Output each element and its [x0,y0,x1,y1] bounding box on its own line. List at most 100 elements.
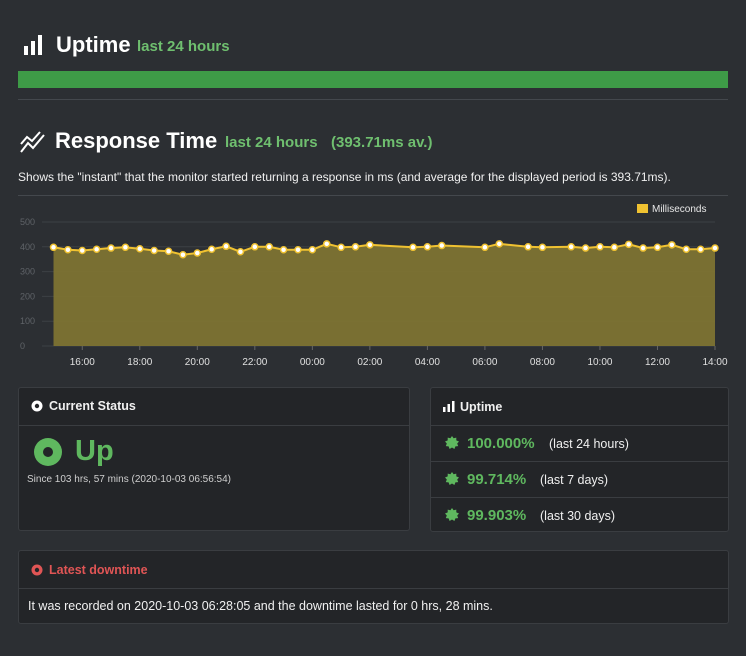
data-point [682,245,690,254]
uptime-row: 99.903% (last 30 days) [431,497,728,533]
data-point [653,243,662,252]
latest-downtime-text: It was recorded on 2020-10-03 06:28:05 a… [28,599,493,613]
x-tick-label: 18:00 [127,357,152,368]
uptime-period-label: (last 24 hours) [549,437,629,451]
data-point [624,240,633,249]
latest-downtime-title: Latest downtime [49,563,148,577]
data-point [179,250,187,259]
data-point [337,243,345,252]
uptime-card-title: Uptime [460,400,503,414]
data-point [136,245,144,253]
data-point [64,246,72,254]
x-tick-label: 16:00 [70,357,95,368]
data-point [639,244,647,252]
divider [19,425,409,426]
data-point [495,240,504,248]
x-tick-label: 14:00 [702,357,727,368]
status-state: Up [75,435,114,467]
current-status-title: Current Status [49,399,136,413]
x-tick-label: 12:00 [645,357,670,368]
y-tick-label: 100 [20,316,35,326]
data-point [567,243,575,251]
data-point [423,243,432,251]
uptime-period-label: (last 30 days) [540,509,616,523]
y-tick-label: 200 [20,291,35,301]
x-tick-label: 06:00 [472,357,497,368]
y-tick-label: 500 [20,217,35,227]
data-point [92,245,101,254]
uptime-period-label: (last 7 days) [540,473,609,487]
response-title: Response Time [55,128,218,153]
y-tick-label: 0 [20,341,25,351]
response-description: Shows the "instant" that the monitor sta… [18,170,671,184]
data-point [596,243,604,251]
status-up-icon [34,438,62,466]
data-point [164,247,173,256]
line-chart-icon [20,131,45,153]
x-tick-label: 04:00 [415,357,440,368]
certificate-icon [445,436,459,449]
data-point [279,246,288,254]
status-since: Since 103 hrs, 57 mins (2020-10-03 06:56… [27,474,232,485]
y-tick-label: 300 [20,267,35,277]
bar-chart-icon [443,401,455,412]
data-point [265,243,273,251]
x-tick-label: 22:00 [242,357,267,368]
uptime-row: 100.000% (last 24 hours) [431,425,728,461]
divider [18,99,728,100]
data-point [107,244,115,252]
data-point [711,244,719,252]
response-period: last 24 hours [225,134,318,151]
data-point [222,242,230,251]
latest-downtime-card: Latest downtime It was recorded on 2020-… [18,550,729,624]
x-tick-label: 00:00 [300,357,325,368]
data-point [409,243,417,252]
data-point [193,249,202,257]
uptime-title: Uptime [56,32,131,57]
uptime-percent: 99.714% [467,471,527,488]
response-average: (393.71ms av.) [331,134,433,151]
data-point [351,243,360,251]
data-point [236,248,245,256]
data-point [668,241,676,249]
dot-circle-icon [31,400,43,412]
y-tick-label: 400 [20,242,35,252]
current-status-card: Current Status Up Since 103 hrs, 57 mins… [18,387,410,531]
data-point [524,243,532,251]
data-point [538,243,547,252]
legend-label: Milliseconds [652,204,706,215]
x-tick-label: 08:00 [530,357,555,368]
data-point [308,246,317,254]
series-area [53,243,715,346]
legend-swatch [637,204,648,213]
data-point [207,245,216,254]
data-point [366,241,374,249]
data-point [150,246,158,255]
dot-circle-icon [31,564,43,576]
data-point [49,243,58,252]
data-point [610,243,619,252]
certificate-icon [445,508,459,521]
x-tick-label: 02:00 [357,357,382,368]
uptime-percent: 100.000% [467,435,535,452]
uptime-row: 99.714% (last 7 days) [431,461,728,497]
data-point [581,244,590,252]
uptime-period: last 24 hours [137,38,230,55]
data-point [481,243,489,252]
data-point [294,246,302,254]
data-point [251,243,259,251]
certificate-icon [445,472,459,485]
divider [19,588,728,589]
divider [18,195,728,196]
uptime-percent: 99.903% [467,507,527,524]
data-point [322,240,331,248]
x-tick-label: 20:00 [185,357,210,368]
response-time-chart: 0 100 200 300 400 500 16:00 18:00 20:00 22:00 00:0… [20,204,728,368]
data-point [121,243,130,252]
data-point [438,241,446,250]
data-point [78,246,87,255]
data-point [696,245,705,254]
uptime-card: Uptime 100.000% (last 24 hours) 99.714% … [430,387,729,532]
bar-chart-icon [24,35,42,55]
uptime-bar [18,71,728,88]
